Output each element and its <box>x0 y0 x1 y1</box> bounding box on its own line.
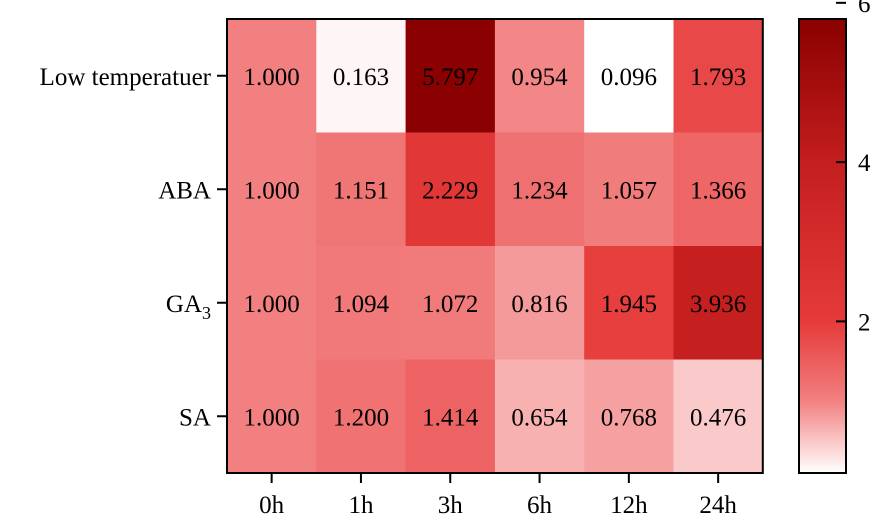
row-labels: Low temperatuer ABA GA3 SA <box>40 64 227 431</box>
heatmap-cell <box>494 19 585 134</box>
heatmap-cell <box>494 246 585 361</box>
cell-value-label: 1.151 <box>333 177 389 204</box>
heatmap-cell <box>316 132 407 247</box>
colorbar-tick-label: 6 <box>858 0 871 18</box>
heatmap-cell <box>405 359 496 474</box>
cell-value-label: 0.476 <box>690 404 746 431</box>
heatmap-cell <box>584 19 675 134</box>
heatmap-cells <box>227 19 764 474</box>
colorbar-ticks: 2 4 6 <box>836 0 871 336</box>
cell-value-label: 1.793 <box>690 64 746 91</box>
cell-value-label: 0.163 <box>333 64 389 91</box>
row-label: ABA <box>158 177 211 204</box>
heatmap-cell <box>316 246 407 361</box>
row-label: SA <box>179 404 211 431</box>
column-label: 12h <box>610 492 648 519</box>
colorbar <box>798 18 847 474</box>
heatmap-cell <box>405 246 496 361</box>
cell-value-label: 1.000 <box>244 177 300 204</box>
cell-value-label: 1.057 <box>601 177 657 204</box>
cell-value-label: 1.072 <box>422 291 478 318</box>
plot-frame <box>226 18 764 474</box>
cell-value-label: 0.654 <box>511 404 568 431</box>
column-label: 6h <box>527 492 553 519</box>
colorbar-tick-label: 2 <box>858 309 871 336</box>
heatmap-cell <box>405 19 496 134</box>
colorbar-tick-label: 4 <box>858 150 871 177</box>
heatmap-cell <box>494 132 585 247</box>
column-labels: 0h 1h 3h 6h 12h 24h <box>259 473 737 519</box>
cell-value-label: 1.000 <box>244 64 300 91</box>
cell-value-label: 0.954 <box>511 64 568 91</box>
row-label: GA3 <box>166 291 211 323</box>
heatmap-cell <box>227 246 317 361</box>
cell-value-label: 0.816 <box>511 291 567 318</box>
cell-value-label: 1.945 <box>601 291 657 318</box>
cell-value-label: 0.096 <box>601 64 657 91</box>
column-label: 24h <box>699 492 737 519</box>
column-label: 3h <box>438 492 464 519</box>
heatmap-cell <box>227 132 317 247</box>
column-label: 0h <box>259 492 285 519</box>
cell-value-label: 5.797 <box>422 64 478 91</box>
heatmap-cell <box>227 359 317 474</box>
heatmap-cell <box>673 246 764 361</box>
heatmap-cell <box>673 132 764 247</box>
heatmap-cell <box>316 359 407 474</box>
heatmap-cell <box>584 132 675 247</box>
heatmap-cell <box>316 19 407 134</box>
cell-value-label: 1.094 <box>333 291 390 318</box>
heatmap-cell <box>584 359 675 474</box>
heatmap-cell <box>673 359 764 474</box>
cell-value-label: 1.414 <box>422 404 479 431</box>
cell-value-label: 3.936 <box>690 291 746 318</box>
cell-value-label: 0.768 <box>601 404 657 431</box>
heatmap-cell <box>494 359 585 474</box>
heatmap-cell <box>584 246 675 361</box>
column-label: 1h <box>348 492 374 519</box>
heatmap-cell-labels: 1.000 0.163 5.797 0.954 0.096 1.793 1.000 1.151… <box>244 64 747 432</box>
heatmap-cell <box>227 19 317 134</box>
cell-value-label: 1.000 <box>244 291 300 318</box>
cell-value-label: 1.000 <box>244 404 300 431</box>
cell-value-label: 2.229 <box>422 177 478 204</box>
heatmap-cell <box>673 19 764 134</box>
cell-value-label: 1.366 <box>690 177 746 204</box>
cell-value-label: 1.200 <box>333 404 389 431</box>
row-label: Low temperatuer <box>40 64 212 91</box>
heatmap-cell <box>405 132 496 247</box>
cell-value-label: 1.234 <box>511 177 568 204</box>
